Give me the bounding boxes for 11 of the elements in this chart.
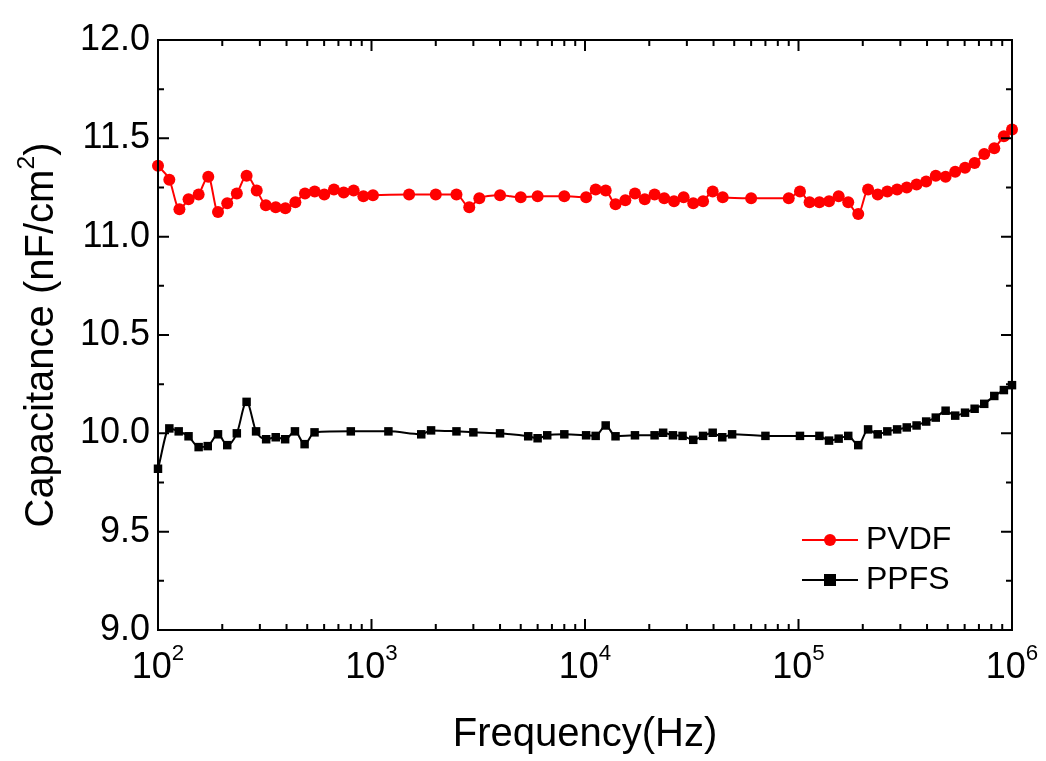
y-tick-label: 10.0 [79, 410, 150, 452]
y-tick-label: 9.0 [99, 606, 150, 648]
legend-label: PVDF [866, 519, 952, 556]
y-tick-label: 9.5 [99, 508, 150, 550]
y-axis-title: Capacitance (nF/cm2) [11, 142, 62, 528]
y-tick-label: 11.5 [82, 115, 150, 157]
y-tick-label: 12.0 [79, 16, 150, 58]
legend-label: PPFS [866, 559, 950, 596]
x-axis-title: Frequency(Hz) [452, 710, 718, 755]
y-tick-label: 11.0 [82, 213, 150, 255]
y-tick-label: 10.5 [79, 311, 150, 353]
